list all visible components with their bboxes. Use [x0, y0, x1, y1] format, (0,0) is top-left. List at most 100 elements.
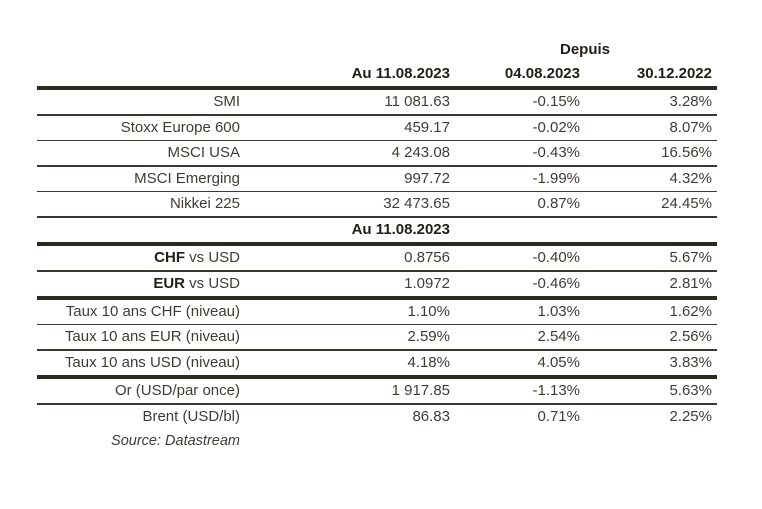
horizontal-rule-thick — [37, 242, 717, 247]
row-label: SMI — [37, 90, 240, 114]
table-row: MSCI Emerging 997.72 -1.99% 4.32% — [37, 167, 717, 191]
table-row: Brent (USD/bl) 86.83 0.71% 2.25% — [37, 405, 717, 429]
row-change-since-0408: -0.02% — [532, 118, 580, 136]
horizontal-rule-thin — [37, 114, 717, 116]
row-change-since-3012: 24.45% — [661, 195, 712, 213]
horizontal-rule-thin — [37, 403, 717, 405]
horizontal-rule-thin — [37, 349, 717, 351]
table-body: SMI 11 081.63 -0.15% 3.28% Stoxx Europe … — [37, 90, 717, 429]
row-label: Stoxx Europe 600 — [37, 116, 240, 140]
table-row: CHF vs USD 0.8756 -0.40% 5.67% — [37, 246, 717, 270]
row-change-since-0408: 4.05% — [537, 353, 580, 371]
table-row: Nikkei 225 32 473.65 0.87% 24.45% — [37, 192, 717, 216]
row-change-since-3012: 16.56% — [661, 144, 712, 162]
row-change-since-3012: 2.56% — [669, 328, 712, 346]
row-label: MSCI Emerging — [37, 167, 240, 191]
row-label-rest: Taux 10 ans CHF (niveau) — [65, 302, 240, 320]
col-header-04-08-2023: 04.08.2023 — [504, 65, 580, 82]
row-change-since-3012: 4.32% — [669, 169, 712, 187]
row-change-since-0408: 2.54% — [537, 328, 580, 346]
row-label: Nikkei 225 — [37, 192, 240, 216]
row-change-since-3012: 5.67% — [669, 249, 712, 267]
horizontal-rule-thin — [37, 139, 717, 142]
row-value: 997.72 — [404, 169, 450, 187]
row-change-since-0408: -0.46% — [532, 274, 580, 292]
source-note: Source: Datastream — [111, 432, 240, 449]
row-value: 459.17 — [404, 118, 450, 136]
row-change-since-0408: -0.43% — [532, 144, 580, 162]
row-label: Taux 10 ans CHF (niveau) — [37, 300, 240, 324]
table-subheader-row: Au 11.08.2023 — [37, 218, 717, 242]
row-change-since-3012: 5.63% — [669, 382, 712, 400]
row-label-rest: Brent (USD/bl) — [142, 407, 240, 425]
source-row: Source: Datastream — [37, 429, 717, 453]
row-change-since-0408: 1.03% — [537, 302, 580, 320]
depuis-label: Depuis — [559, 41, 610, 58]
row-label: EUR vs USD — [37, 272, 240, 296]
col-header-au-11-08-2023: Au 11.08.2023 — [351, 65, 450, 82]
row-label-rest: Taux 10 ans USD (niveau) — [64, 353, 240, 371]
row-value: 1 917.85 — [391, 382, 450, 400]
row-change-since-0408: 0.87% — [537, 195, 580, 213]
row-label-rest: MSCI USA — [167, 144, 240, 162]
row-value: 2.59% — [407, 328, 450, 346]
table-header-depuis-row: Depuis — [37, 38, 717, 62]
table-row: SMI 11 081.63 -0.15% 3.28% — [37, 90, 717, 114]
row-change-since-0408: 0.71% — [537, 407, 580, 425]
horizontal-rule-thick — [37, 375, 717, 380]
row-change-since-0408: -1.99% — [532, 169, 580, 187]
row-value: 4.18% — [407, 353, 450, 371]
row-change-since-3012: 2.81% — [669, 274, 712, 292]
row-value: 0.8756 — [404, 249, 450, 267]
row-change-since-3012: 3.28% — [669, 93, 712, 110]
row-change-since-0408: -0.40% — [532, 249, 580, 267]
row-change-since-0408: -0.15% — [532, 93, 580, 110]
row-label-rest: Stoxx Europe 600 — [120, 118, 240, 136]
row-label-rest: vs USD — [184, 274, 240, 292]
subheader-label: Au 11.08.2023 — [351, 220, 450, 238]
table-row: Taux 10 ans USD (niveau) 4.18% 4.05% 3.8… — [37, 351, 717, 375]
row-change-since-3012: 1.62% — [669, 302, 712, 320]
table-row: Or (USD/par once) 1 917.85 -1.13% 5.63% — [37, 379, 717, 403]
row-change-since-3012: 2.25% — [669, 407, 712, 425]
row-label-strong: CHF — [154, 249, 185, 267]
market-table: Depuis Au 11.08.2023 04.08.2023 30.12.20… — [37, 38, 717, 453]
table-header-row: Au 11.08.2023 04.08.2023 30.12.2022 — [37, 62, 717, 86]
row-label: MSCI USA — [37, 141, 240, 165]
col-header-30-12-2022: 30.12.2022 — [636, 65, 712, 82]
row-label-strong: EUR — [153, 274, 185, 292]
row-label-rest: vs USD — [184, 249, 240, 267]
row-label: Taux 10 ans USD (niveau) — [37, 351, 240, 375]
row-value: 4 243.08 — [391, 144, 450, 162]
row-value: 1.10% — [407, 302, 450, 320]
row-label: Brent (USD/bl) — [37, 405, 240, 429]
table-row: Taux 10 ans CHF (niveau) 1.10% 1.03% 1.6… — [37, 300, 717, 324]
table-row: MSCI USA 4 243.08 -0.43% 16.56% — [37, 141, 717, 165]
row-label-rest: Or (USD/par once) — [114, 382, 240, 400]
horizontal-rule-thick — [37, 295, 717, 300]
horizontal-rule-thin — [37, 190, 717, 193]
row-value: 86.83 — [412, 407, 450, 425]
row-label: CHF vs USD — [37, 246, 240, 270]
table-row: Taux 10 ans EUR (niveau) 2.59% 2.54% 2.5… — [37, 325, 717, 349]
row-label: Or (USD/par once) — [37, 379, 240, 403]
horizontal-rule-thin — [37, 216, 717, 218]
row-label-rest: MSCI Emerging — [134, 169, 240, 187]
row-label-rest: Taux 10 ans EUR (niveau) — [64, 328, 240, 346]
row-label: Taux 10 ans EUR (niveau) — [37, 325, 240, 349]
row-label-rest: Nikkei 225 — [169, 195, 240, 213]
row-value: 11 081.63 — [384, 93, 450, 110]
row-change-since-3012: 3.83% — [669, 353, 712, 371]
row-label-rest: SMI — [213, 93, 240, 110]
row-change-since-0408: -1.13% — [532, 382, 580, 400]
table-row: Stoxx Europe 600 459.17 -0.02% 8.07% — [37, 116, 717, 140]
table-row: EUR vs USD 1.0972 -0.46% 2.81% — [37, 272, 717, 296]
horizontal-rule-thin — [37, 165, 717, 167]
horizontal-rule-thin — [37, 323, 717, 326]
row-value: 1.0972 — [404, 274, 450, 292]
horizontal-rule-thin — [37, 270, 717, 272]
row-change-since-3012: 8.07% — [669, 118, 712, 136]
row-value: 32 473.65 — [383, 195, 450, 213]
horizontal-rule-thick — [37, 86, 717, 90]
